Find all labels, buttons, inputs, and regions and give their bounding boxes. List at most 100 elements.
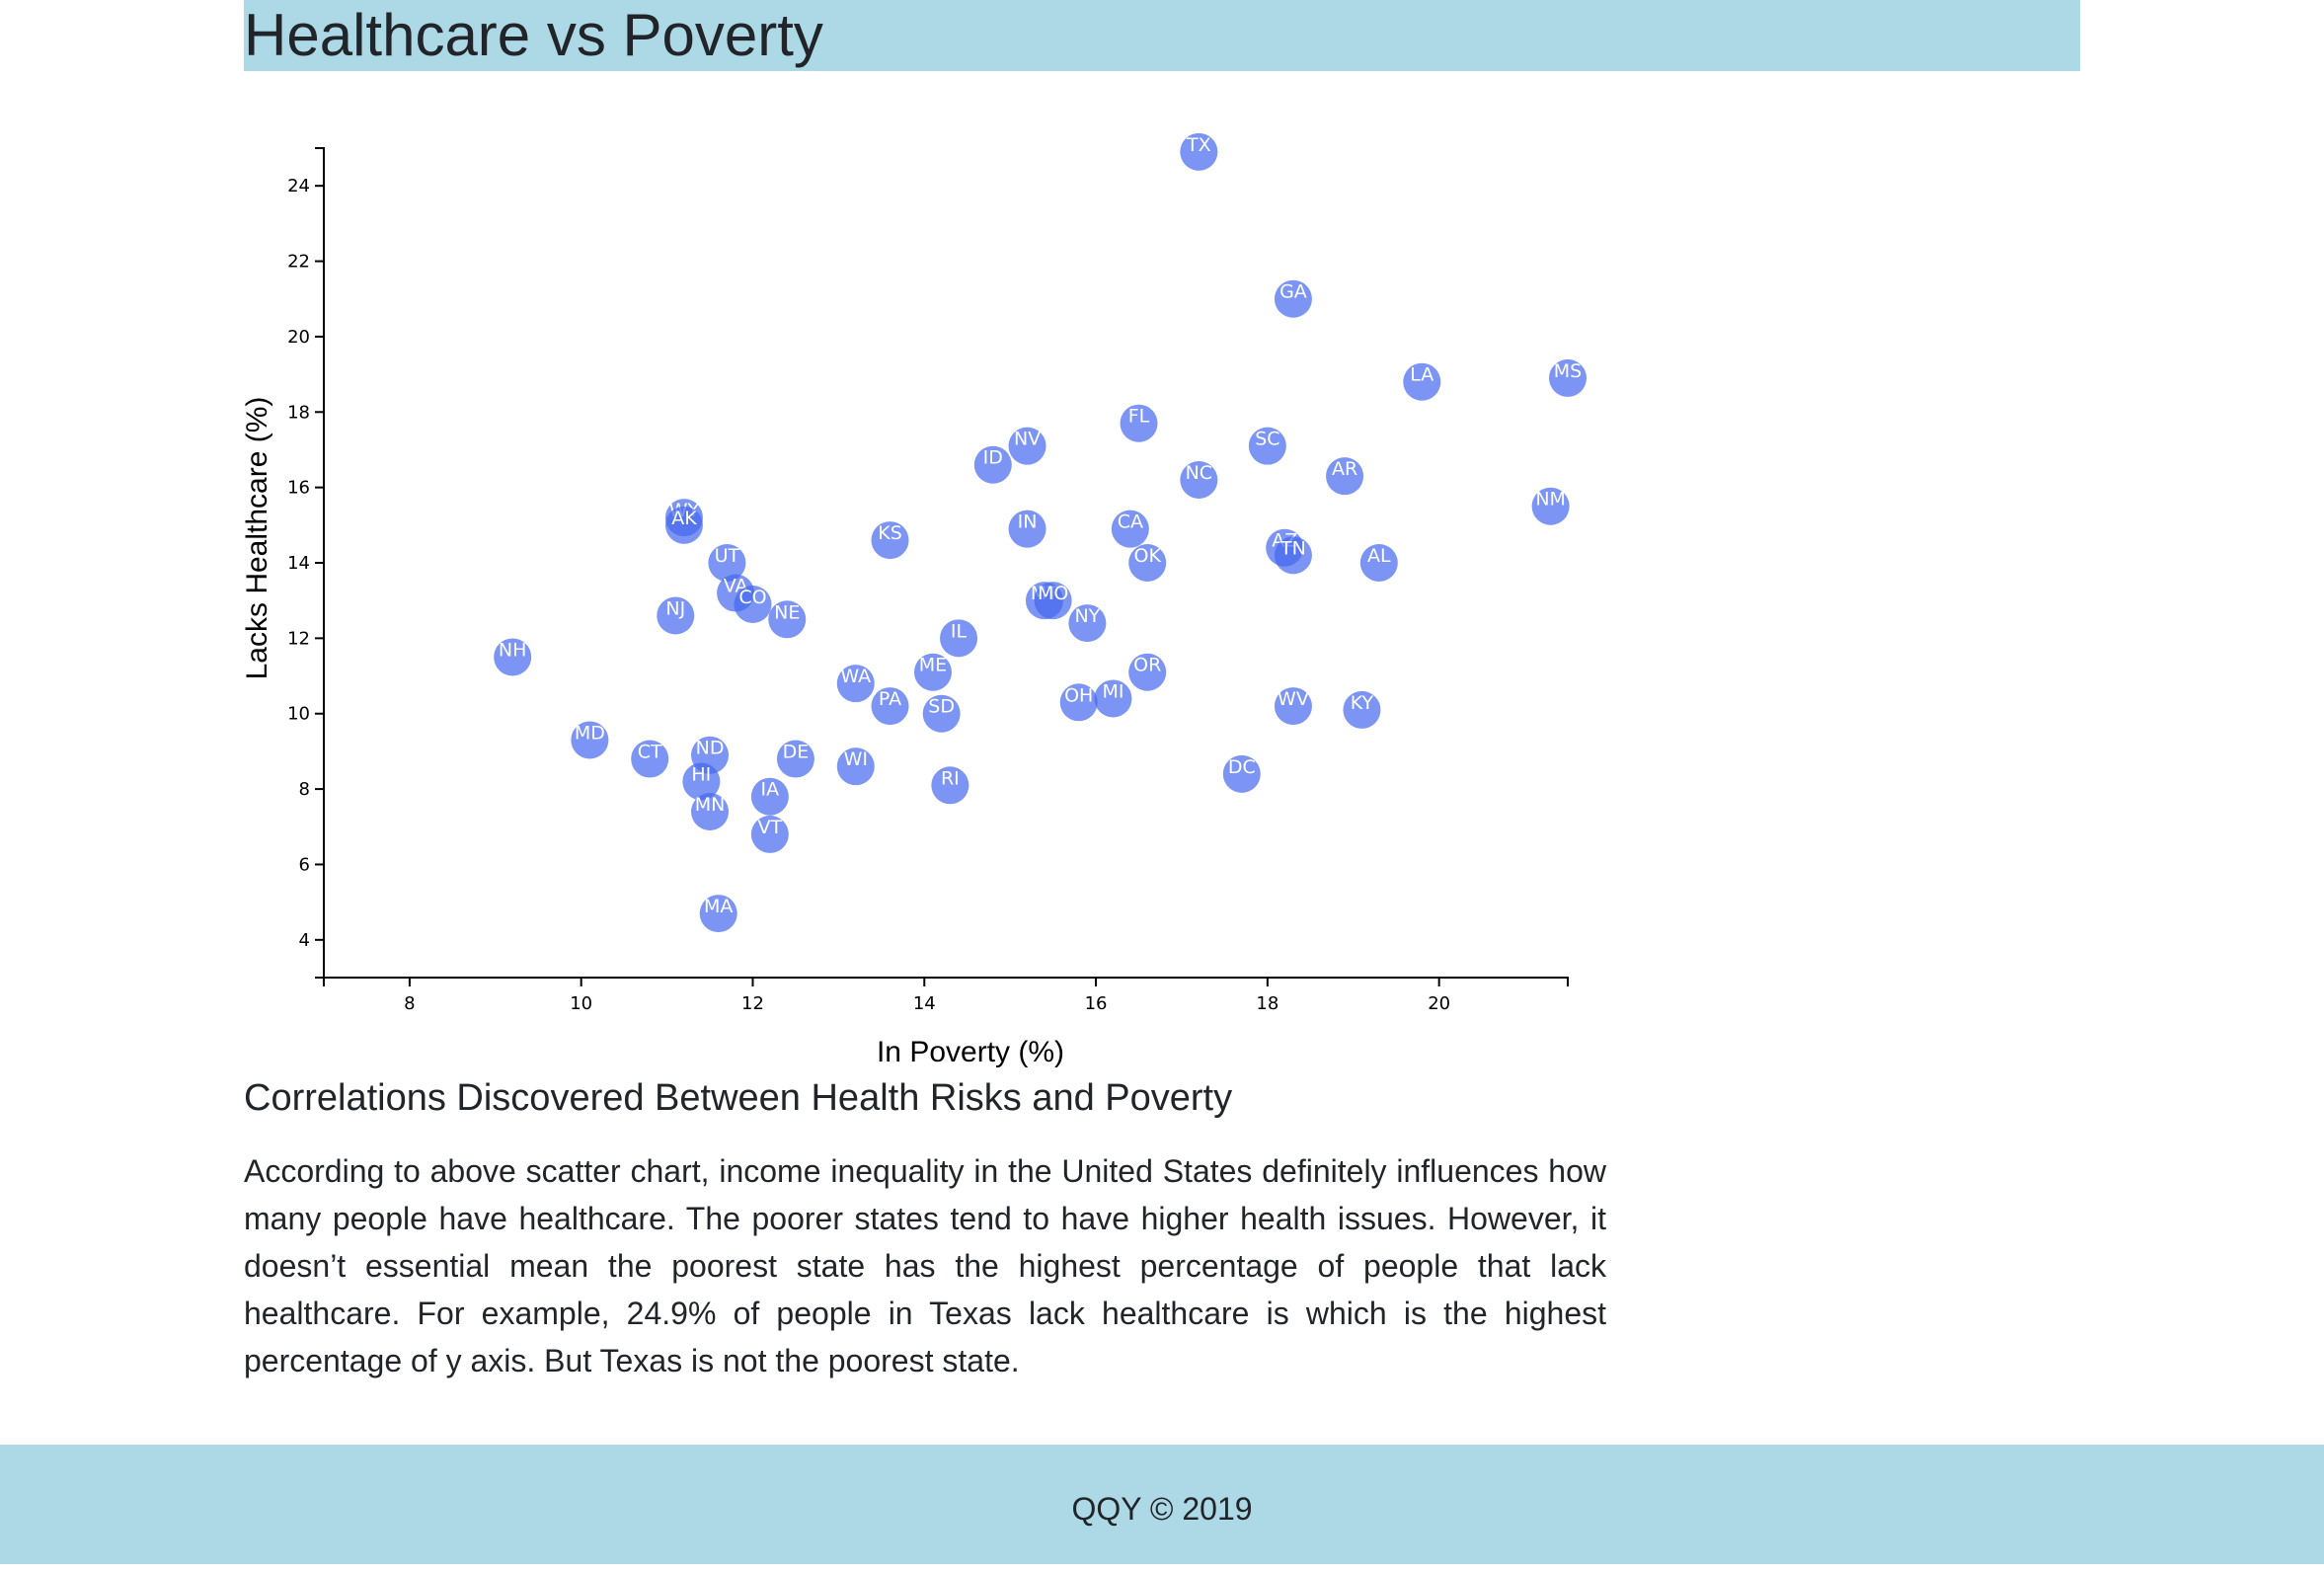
data-point — [1180, 461, 1218, 499]
data-point-label: AR — [1332, 458, 1357, 480]
data-point-label: NJ — [665, 597, 685, 619]
data-point-label: OR — [1133, 655, 1161, 676]
data-point-label: UT — [715, 545, 740, 567]
y-tick-label: 14 — [287, 553, 310, 574]
data-point-label: OH — [1064, 684, 1093, 706]
data-point-label: ND — [696, 738, 725, 759]
data-point-label: MA — [704, 896, 733, 917]
data-point-label: NV — [1014, 429, 1041, 450]
data-point — [657, 596, 695, 635]
data-point-label: IN — [1018, 511, 1038, 533]
data-point-label: NE — [774, 601, 800, 623]
x-tick-label: 18 — [1256, 993, 1278, 1014]
data-point-label: FL — [1128, 406, 1150, 428]
x-tick-label: 12 — [741, 993, 764, 1014]
data-point — [768, 600, 807, 639]
data-point-label: IA — [761, 779, 780, 801]
data-point-label: ID — [983, 447, 1003, 469]
footer-copyright: QQY © 2019 — [1071, 1491, 1253, 1527]
data-point — [1326, 457, 1364, 496]
data-point — [664, 506, 703, 544]
data-point — [1068, 604, 1107, 643]
data-point-label: OK — [1133, 545, 1161, 567]
data-point — [708, 544, 746, 582]
data-point-label: NY — [1074, 605, 1100, 627]
data-point — [1111, 510, 1149, 548]
y-tick-label: 4 — [299, 930, 310, 951]
data-point-label: KS — [878, 522, 902, 544]
data-point — [734, 586, 772, 623]
data-point — [836, 665, 875, 703]
data-point-label: CO — [738, 587, 766, 608]
data-point-label: PA — [879, 688, 901, 710]
data-point-label: CA — [1118, 511, 1143, 533]
data-point-label: TN — [1279, 537, 1306, 559]
data-point — [1549, 358, 1587, 397]
data-point — [776, 740, 814, 778]
y-tick-label: 8 — [299, 779, 310, 800]
data-point — [931, 766, 969, 805]
data-point-label: TX — [1186, 134, 1211, 156]
data-point — [691, 793, 730, 830]
y-tick-label: 18 — [287, 402, 310, 423]
data-point-label: SD — [928, 696, 955, 718]
data-point-label: WI — [844, 748, 868, 770]
y-tick-label: 12 — [287, 628, 310, 649]
data-point — [494, 638, 532, 676]
data-point — [1531, 487, 1570, 525]
data-point — [1222, 754, 1261, 793]
data-point-label: NM — [1535, 489, 1566, 511]
data-point-label: MO — [1038, 583, 1068, 604]
data-point — [1128, 544, 1167, 582]
data-point — [871, 687, 909, 726]
data-point-label: AL — [1367, 545, 1391, 567]
data-point-label: SC — [1255, 429, 1279, 450]
x-axis-title: In Poverty (%) — [877, 1036, 1064, 1068]
y-tick-label: 24 — [287, 176, 310, 197]
x-tick-label: 16 — [1085, 993, 1108, 1014]
data-point-label: VT — [758, 817, 783, 838]
data-point-label: WA — [840, 666, 871, 687]
data-point — [1359, 544, 1398, 582]
data-point — [973, 445, 1012, 484]
data-point — [682, 762, 721, 801]
data-point — [1120, 404, 1158, 442]
scatter-chart: 4 6 8 10 12 14 16 18 20 22 24 8 10 12 14 16 18 20 In Pover… — [241, 132, 1587, 1068]
data-point-label: NC — [1186, 462, 1212, 484]
data-point — [940, 619, 978, 658]
data-point — [1059, 683, 1098, 722]
data-point — [1008, 510, 1046, 548]
data-point — [1274, 279, 1312, 318]
data-point — [836, 747, 875, 786]
data-point — [1008, 427, 1046, 465]
data-point — [750, 777, 789, 816]
page-header: Healthcare vs Poverty — [244, 0, 2080, 71]
data-point — [1274, 536, 1312, 575]
data-point — [922, 694, 961, 733]
y-tick-label: 20 — [287, 327, 310, 348]
data-point — [1403, 362, 1441, 401]
data-point-label: WV — [1278, 688, 1309, 710]
data-point — [699, 895, 737, 933]
data-point — [1128, 653, 1167, 691]
x-tick-label: 8 — [404, 993, 415, 1014]
data-point-label: HI — [691, 763, 711, 785]
analysis-heading: Correlations Discovered Between Health R… — [244, 1077, 1233, 1119]
data-point — [1343, 690, 1381, 729]
x-tick-label: 14 — [913, 993, 936, 1014]
data-point-label: MD — [575, 722, 605, 744]
analysis-section: Correlations Discovered Between Health R… — [244, 1070, 1606, 1384]
data-point-label: MN — [695, 794, 726, 816]
data-point-label: NH — [499, 639, 527, 661]
data-point-label: LA — [1410, 364, 1433, 386]
data-point-label: ME — [919, 655, 947, 676]
data-point — [571, 721, 609, 759]
data-point-label: MI — [1102, 680, 1123, 702]
y-tick-label: 6 — [299, 854, 310, 875]
data-point-label: DC — [1228, 756, 1256, 778]
data-point — [1274, 687, 1312, 726]
data-point — [631, 740, 669, 778]
data-point-label: CT — [638, 742, 662, 763]
data-point-label: RI — [941, 767, 960, 789]
x-axis-line — [323, 977, 1569, 986]
